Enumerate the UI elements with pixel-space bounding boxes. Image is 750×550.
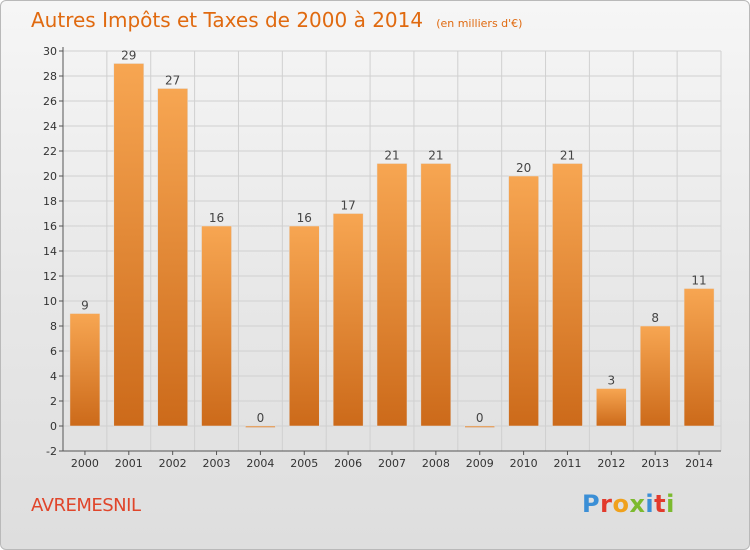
y-tick-label: 14 <box>43 245 57 258</box>
x-tick-label: 2004 <box>246 457 274 470</box>
logo-letter: i <box>645 490 655 518</box>
bar-2009 <box>464 425 495 428</box>
data-label: 21 <box>428 149 443 163</box>
data-label: 16 <box>209 211 224 225</box>
y-tick-label: 26 <box>43 95 57 108</box>
y-tick-label: 16 <box>43 220 57 233</box>
data-label: 11 <box>691 274 706 288</box>
chart-unit-note: (en milliers d'€) <box>436 17 523 30</box>
data-label: 27 <box>165 74 180 88</box>
bar-2002 <box>157 88 188 427</box>
y-tick-label: 18 <box>43 195 57 208</box>
bar-2010 <box>508 175 539 427</box>
data-label: 20 <box>516 161 531 175</box>
bar-2003 <box>201 225 232 427</box>
y-tick-label: 4 <box>50 370 57 383</box>
y-tick-label: 0 <box>50 420 57 433</box>
x-tick-label: 2012 <box>597 457 625 470</box>
data-label: 3 <box>608 374 616 388</box>
y-tick-label: 20 <box>43 170 57 183</box>
logo-letter: t <box>654 490 667 518</box>
data-label: 9 <box>81 299 89 313</box>
x-tick-label: 2011 <box>553 457 581 470</box>
x-tick-label: 2014 <box>685 457 713 470</box>
logo-letter: r <box>600 490 613 518</box>
y-tick-label: 22 <box>43 145 57 158</box>
bar-2005 <box>289 225 320 427</box>
axes <box>59 47 721 455</box>
y-tick-label: 2 <box>50 395 57 408</box>
x-tick-label: 2006 <box>334 457 362 470</box>
data-labels: 9 29 27 16 0 16 17 21 21 0 20 21 3 8 11 <box>81 49 707 426</box>
bar-2007 <box>376 163 408 427</box>
bar-2013 <box>639 325 671 427</box>
logo-letter: P <box>582 490 601 518</box>
bar-2006 <box>332 213 364 427</box>
y-tick-label: 12 <box>43 270 57 283</box>
data-label: 8 <box>651 311 659 325</box>
x-tick-label: 2007 <box>378 457 406 470</box>
data-label: 0 <box>476 411 484 425</box>
y-tick-label: 10 <box>43 295 57 308</box>
chart-title: Autres Impôts et Taxes de 2000 à 2014 <box>31 8 424 32</box>
y-tick-label: 30 <box>43 45 57 58</box>
x-tick-label: 2001 <box>115 457 143 470</box>
x-tick-label: 2005 <box>290 457 318 470</box>
data-label: 17 <box>340 199 355 213</box>
data-label: 21 <box>384 149 399 163</box>
bars <box>69 63 715 428</box>
x-tick-label: 2002 <box>159 457 187 470</box>
bar-2014 <box>683 288 715 427</box>
bar-2008 <box>420 163 452 427</box>
x-tick-label: 2000 <box>71 457 99 470</box>
y-tick-label: -2 <box>46 445 57 458</box>
x-tick-label: 2009 <box>466 457 494 470</box>
logo-letter: i <box>666 490 675 518</box>
chart-title-row: Autres Impôts et Taxes de 2000 à 2014 (e… <box>31 8 522 32</box>
commune-name: AVREMESNIL <box>31 495 141 516</box>
bar-2000 <box>69 313 101 427</box>
x-tick-labels: 2000 2001 2002 2003 2004 2005 2006 2007 2008 2009… <box>71 457 713 470</box>
bar-2012 <box>596 388 627 427</box>
bar-2004 <box>245 425 276 428</box>
data-label: 21 <box>560 149 575 163</box>
data-label: 29 <box>121 49 136 63</box>
data-label: 16 <box>297 211 312 225</box>
x-tick-label: 2008 <box>422 457 450 470</box>
y-tick-label: 24 <box>43 120 57 133</box>
x-tick-label: 2003 <box>203 457 231 470</box>
bar-2011 <box>552 163 583 427</box>
data-label: 0 <box>257 411 265 425</box>
proxiti-logo[interactable]: Proxiti <box>582 490 675 518</box>
logo-letter: o <box>612 490 630 518</box>
bar-2001 <box>113 63 145 427</box>
y-tick-label: 8 <box>50 320 57 333</box>
x-tick-label: 2010 <box>510 457 538 470</box>
y-tick-label: 28 <box>43 70 57 83</box>
logo-letter: x <box>629 490 646 518</box>
y-tick-label: 6 <box>50 345 57 358</box>
x-tick-label: 2013 <box>641 457 669 470</box>
